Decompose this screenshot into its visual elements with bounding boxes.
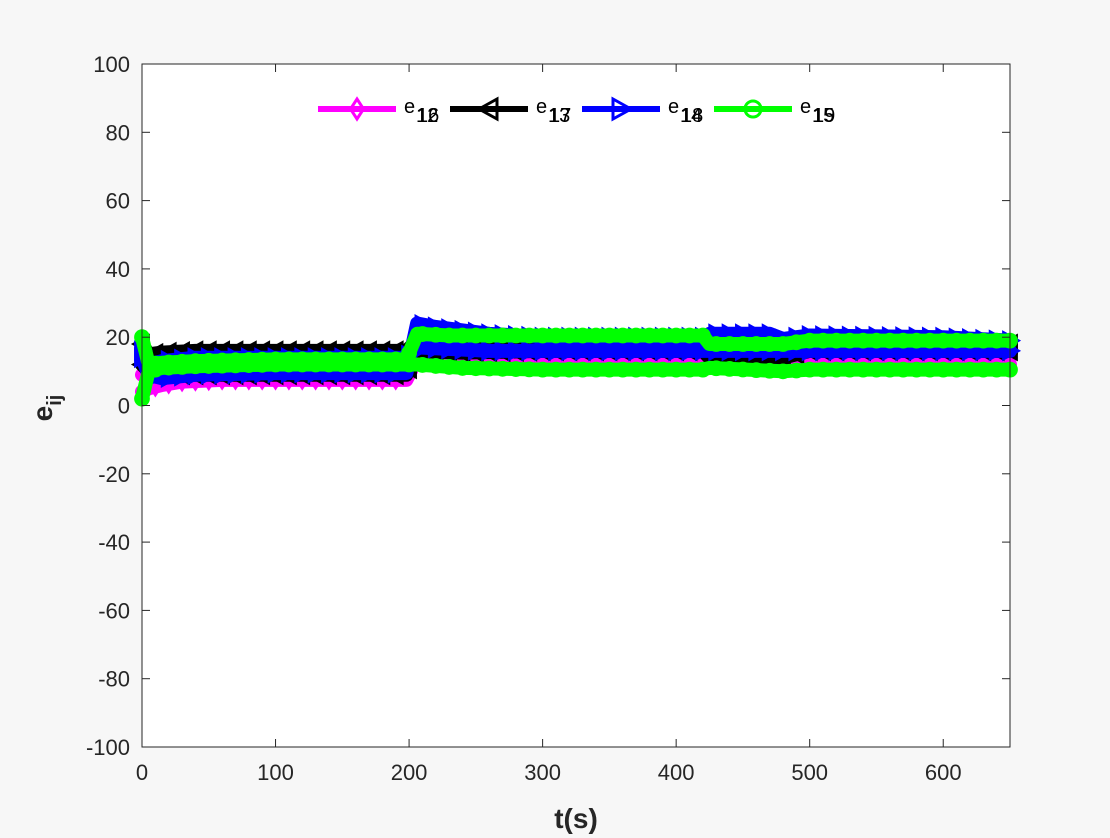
- y-tick-label: -20: [98, 462, 130, 487]
- series-marker: [521, 340, 541, 362]
- series-marker: [387, 351, 404, 368]
- legend-sub-a: 12: [416, 105, 438, 127]
- series-layer: [130, 313, 1022, 407]
- series-marker: [401, 345, 417, 361]
- series-marker: [467, 339, 487, 361]
- legend-label: e: [668, 96, 679, 118]
- series-line: [135, 326, 1017, 372]
- legend-marker: [348, 96, 366, 122]
- x-tick-label: 500: [791, 760, 828, 785]
- series-marker: [574, 340, 594, 362]
- legend-marker: [743, 99, 763, 119]
- x-tick-label: 200: [391, 760, 428, 785]
- series-8: [134, 326, 1018, 372]
- y-tick-label: -100: [86, 735, 130, 760]
- legend-marker: [475, 96, 499, 122]
- y-axis-label-sub: ij: [44, 395, 66, 406]
- series-marker: [441, 338, 461, 360]
- series-marker: [694, 327, 711, 344]
- series-marker: [427, 337, 447, 359]
- axes-layer: 0 100 200 300 400 500 600 -100 -80 -60 -40 -20 0 20 40…: [86, 52, 1011, 785]
- series-marker: [601, 340, 621, 362]
- y-tick-label: 60: [106, 189, 130, 214]
- legend-sub-b: 17: [549, 105, 571, 127]
- series-marker: [494, 340, 514, 362]
- y-tick-label: 40: [106, 257, 130, 282]
- x-tick-label: 100: [257, 760, 294, 785]
- legend-label: e: [800, 96, 811, 118]
- series-marker: [454, 339, 474, 361]
- legend-label: e: [536, 96, 547, 118]
- series-marker: [588, 340, 608, 362]
- series-marker: [561, 340, 581, 362]
- y-axis-label-main: e: [27, 406, 58, 422]
- y-tick-label: 100: [93, 52, 130, 77]
- y-tick-label: -60: [98, 598, 130, 623]
- legend-sub-b: 19: [813, 105, 835, 127]
- series-marker: [681, 340, 701, 362]
- series-marker: [508, 340, 527, 362]
- series-marker: [614, 340, 634, 362]
- x-tick-label: 600: [925, 760, 962, 785]
- plot-area: [142, 64, 1010, 747]
- series-marker: [668, 340, 688, 362]
- y-tick-label: 20: [106, 325, 130, 350]
- y-axis-label: eij: [27, 395, 66, 422]
- legend-sub-b: 18: [681, 105, 703, 127]
- series-marker: [481, 340, 501, 362]
- series-marker: [654, 340, 674, 362]
- legend-sub-a: 14: [680, 105, 702, 127]
- legend-sub-a: 15: [812, 105, 834, 127]
- series-marker: [534, 340, 554, 362]
- x-tick-label: 0: [136, 760, 148, 785]
- x-tick-label: 300: [524, 760, 561, 785]
- series-marker: [628, 340, 648, 362]
- y-tick-label: 0: [118, 394, 130, 419]
- y-tick-label: -40: [98, 530, 130, 555]
- legend-sub-a: 13: [548, 105, 570, 127]
- legend-label: e: [404, 96, 415, 118]
- series-marker: [548, 340, 568, 362]
- x-tick-label: 400: [658, 760, 695, 785]
- legend-marker: [611, 96, 635, 122]
- x-axis-label: t(s): [554, 803, 598, 834]
- y-tick-label: 80: [106, 120, 130, 145]
- legend-sub-b: 16: [417, 105, 439, 127]
- y-tick-label: -80: [98, 667, 130, 692]
- series-marker: [641, 340, 661, 362]
